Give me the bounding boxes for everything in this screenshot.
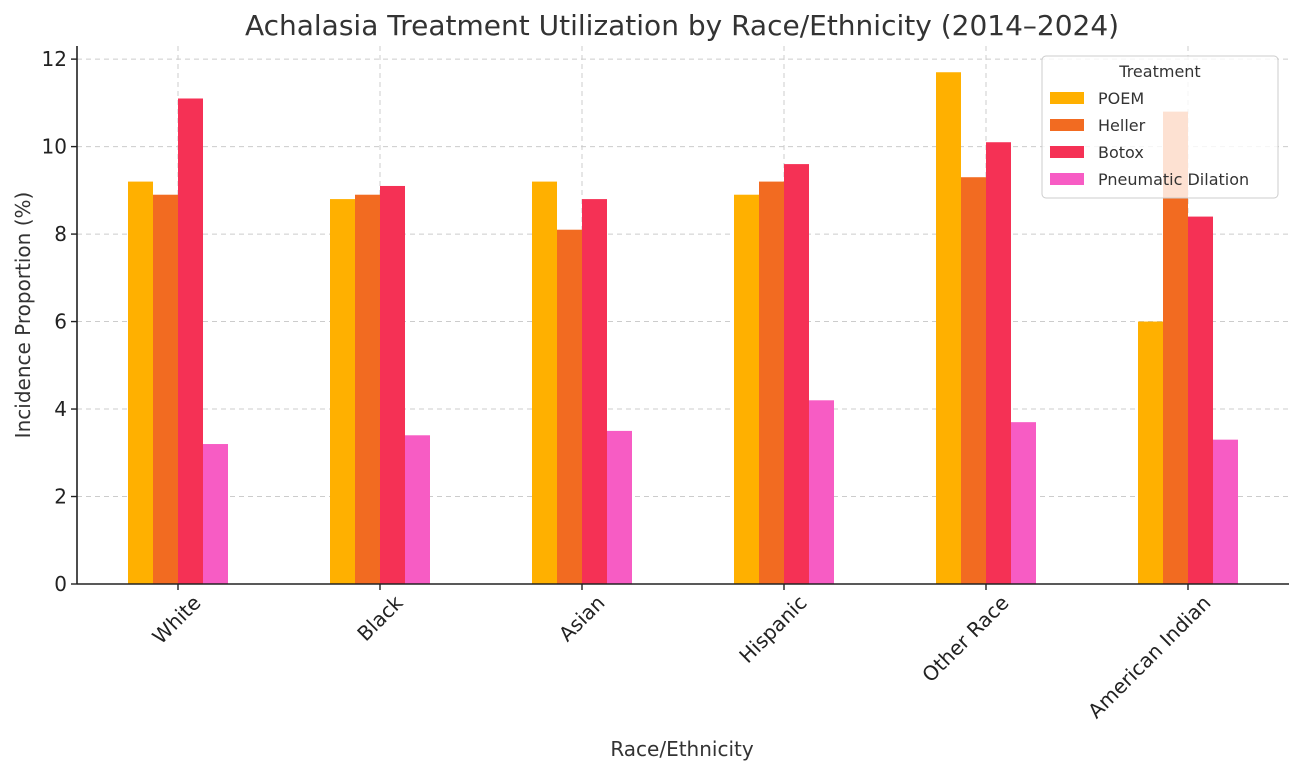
legend-swatch — [1050, 119, 1084, 131]
bar-pneumatic-dilation-american-indian — [1213, 439, 1238, 584]
y-axis-label: Incidence Proportion (%) — [11, 192, 35, 439]
bars — [128, 72, 1238, 585]
bar-poem-american-indian — [1138, 321, 1163, 584]
bar-heller-hispanic — [759, 181, 784, 584]
bar-pneumatic-dilation-white — [203, 444, 228, 584]
y-tick-label: 10 — [42, 135, 67, 159]
axes — [71, 46, 1289, 590]
legend-entry: Heller — [1098, 116, 1146, 135]
legend-swatch — [1050, 173, 1084, 185]
legend-swatch — [1050, 92, 1084, 104]
y-tick-label: 0 — [54, 572, 67, 596]
x-tick-label: Hispanic — [734, 591, 811, 668]
y-tick-label: 8 — [54, 222, 67, 246]
legend: Treatment POEM Heller Botox Pneumatic Dilati… — [1041, 55, 1279, 199]
bar-botox-hispanic — [784, 164, 809, 584]
bar-botox-other-race — [986, 142, 1011, 584]
x-tick-label: Other Race — [917, 591, 1013, 687]
legend-entry: Pneumatic Dilation — [1098, 170, 1249, 189]
bar-botox-white — [178, 98, 203, 585]
x-tick-label: Black — [352, 590, 408, 646]
bar-botox-black — [380, 185, 405, 585]
bar-botox-asian — [582, 199, 607, 585]
legend-swatch — [1050, 146, 1084, 158]
x-axis-label: Race/Ethnicity — [610, 737, 754, 761]
y-tick-label: 2 — [54, 485, 67, 509]
bar-heller-asian — [557, 229, 582, 584]
y-tick-labels: 0 2 4 6 8 10 12 — [42, 47, 67, 596]
bar-heller-white — [153, 194, 178, 584]
bar-heller-other-race — [961, 177, 986, 584]
x-tick-labels: White Black Asian Hispanic Other Race America… — [147, 590, 1215, 723]
y-tick-label: 6 — [54, 310, 67, 334]
x-tick-label: White — [147, 591, 205, 649]
x-tick-label: American Indian — [1083, 591, 1215, 723]
bar-pneumatic-dilation-other-race — [1011, 422, 1036, 584]
bar-poem-black — [330, 199, 355, 585]
legend-title: Treatment — [1118, 62, 1200, 81]
bar-pneumatic-dilation-hispanic — [809, 400, 834, 584]
bar-pneumatic-dilation-black — [405, 435, 430, 584]
bar-poem-other-race — [936, 72, 961, 585]
y-tick-label: 12 — [42, 47, 67, 71]
y-tick-label: 4 — [54, 397, 67, 421]
legend-entry: POEM — [1098, 89, 1144, 108]
bar-poem-hispanic — [734, 194, 759, 584]
legend-frame — [1041, 55, 1279, 199]
bar-botox-american-indian — [1188, 216, 1213, 584]
x-tick-label: Asian — [554, 591, 610, 647]
bar-poem-white — [128, 181, 153, 584]
grid — [77, 46, 1289, 584]
bar-poem-asian — [532, 181, 557, 584]
chart-title: Achalasia Treatment Utilization by Race/… — [245, 9, 1119, 42]
bar-pneumatic-dilation-asian — [607, 430, 632, 584]
legend-entry: Botox — [1098, 143, 1144, 162]
bar-heller-black — [355, 194, 380, 584]
